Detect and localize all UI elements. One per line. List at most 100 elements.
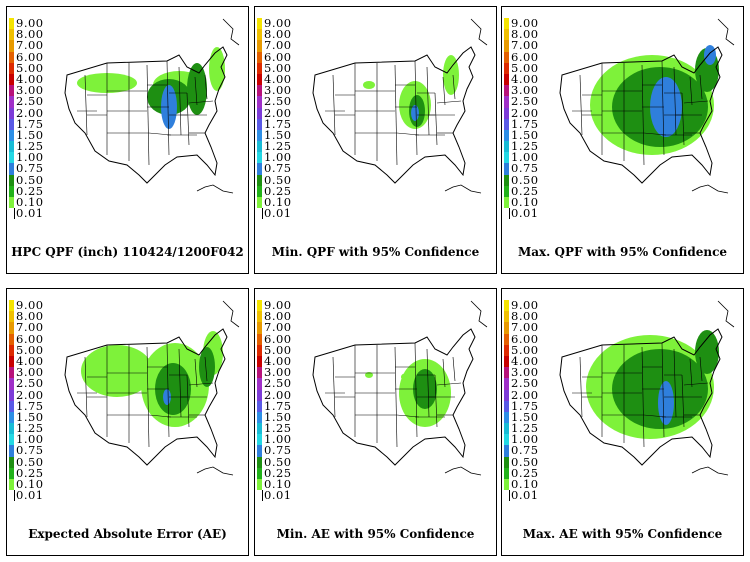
legend-label: 0.75 (511, 443, 539, 458)
legend-swatch (257, 456, 262, 468)
legend-label: 0.01 (16, 488, 44, 503)
legend-label: 1.75 (264, 116, 292, 131)
state-border (641, 346, 645, 448)
canada-coastline (717, 18, 735, 46)
state-border (442, 358, 446, 388)
legend-entry: 6.00 (9, 51, 59, 63)
legend-label: 7.00 (264, 38, 292, 53)
legend-entry: 2.00 (9, 387, 59, 402)
legend-entry: 1.75 (9, 118, 59, 130)
legend-entry: 3.00 (9, 366, 59, 379)
legend-swatch (9, 367, 14, 379)
color-legend: 9.00 8.00 7.00 6.00 5.00 4.00 3.00 2.50 2.00 1.75… (257, 298, 307, 502)
legend-swatch (9, 322, 14, 334)
legend-entry: 8.00 (504, 28, 554, 41)
precip-area-heavy (163, 389, 171, 405)
legend-label: 6.00 (264, 49, 292, 64)
legend-label: 6.00 (511, 331, 539, 346)
legend-entry: 5.00 (504, 62, 554, 74)
state-border (166, 60, 170, 156)
legend-entry: 0.25 (504, 185, 554, 197)
legend-swatch (504, 118, 509, 130)
state-border (452, 356, 456, 382)
legend-label: 2.50 (264, 376, 292, 391)
legend-swatch (257, 18, 262, 30)
legend-label: 0.25 (511, 465, 539, 480)
legend-swatch (257, 40, 262, 52)
legend-swatch (257, 208, 263, 220)
precip-area-moderate (695, 330, 719, 374)
legend-swatch (257, 174, 262, 186)
precip-area-heavy (411, 105, 419, 121)
legend-label: 8.00 (264, 309, 292, 324)
legend-entry: 1.50 (257, 129, 307, 142)
legend-swatch (504, 378, 509, 390)
state-border (178, 348, 182, 418)
state-border (434, 374, 438, 428)
legend-swatch (504, 456, 509, 468)
state-border (643, 414, 667, 418)
state-border (689, 358, 693, 388)
state-border (84, 74, 88, 136)
precip-area-heavy (658, 381, 674, 425)
legend-entry: 3.00 (504, 84, 554, 97)
legend-entry: 9.00 (504, 299, 554, 312)
legend-label: 0.10 (511, 477, 539, 491)
legend-label: 2.50 (16, 376, 44, 391)
legend-entry: 7.00 (504, 38, 554, 53)
precip-map (64, 18, 240, 194)
panel-max-ae: 9.00 8.00 7.00 6.00 5.00 4.00 3.00 2.50 2.00 1.75… (501, 288, 744, 556)
legend-label: 0.10 (264, 477, 292, 491)
legend-entry: 1.00 (257, 151, 307, 164)
state-border (426, 348, 430, 418)
legend-label: 9.00 (264, 298, 292, 312)
state-border (186, 374, 190, 428)
legend-label: 2.50 (511, 94, 539, 109)
color-legend: 9.00 8.00 7.00 6.00 5.00 4.00 3.00 2.50 2.00 1.75… (257, 17, 307, 220)
state-border (683, 100, 709, 104)
legend-swatch (257, 344, 262, 356)
legend-entry: 5.00 (257, 344, 307, 356)
legend-swatch (257, 322, 262, 334)
legend-label: 9.00 (16, 16, 44, 30)
legend-label: 2.00 (16, 387, 44, 402)
legend-entry: 2.00 (504, 107, 554, 119)
legend-label: 0.10 (264, 195, 292, 209)
legend-entry: 1.50 (504, 411, 554, 424)
legend-entry: 2.00 (9, 105, 59, 120)
legend-label: 0.25 (264, 183, 292, 198)
legend-label: 7.00 (16, 38, 44, 53)
legend-entry: 0.75 (504, 443, 554, 458)
legend-label: 1.50 (16, 409, 44, 424)
country-outline (559, 46, 723, 184)
legend-swatch (504, 389, 509, 401)
legend-entry: 4.00 (504, 73, 554, 86)
panel-max-qpf: 9.00 8.00 7.00 6.00 5.00 4.00 3.00 2.50 2.00 1.75… (501, 6, 744, 274)
legend-label: 2.00 (264, 105, 292, 120)
legend-label: 0.75 (264, 161, 292, 176)
panel-hpc-qpf: 9.00 8.00 7.00 6.00 5.00 4.00 3.00 2.50 2.00 1.75… (6, 6, 249, 274)
legend-swatch (257, 107, 262, 119)
state-border (681, 92, 685, 146)
legend-swatch (9, 355, 14, 368)
legend-swatch (9, 423, 14, 435)
legend-entry: 8.00 (9, 310, 59, 323)
legend-swatch (504, 311, 509, 323)
state-border (414, 342, 418, 438)
legend-label: 4.00 (16, 71, 44, 86)
legend-swatch (504, 367, 509, 379)
precip-map (559, 18, 735, 194)
state-border (332, 74, 336, 136)
legend-entry: 0.75 (257, 444, 307, 457)
legend-swatch (257, 197, 262, 209)
legend-label: 7.00 (511, 38, 539, 53)
legend-swatch (504, 129, 509, 142)
precip-area-moderate (413, 369, 437, 409)
legend-swatch (504, 29, 509, 41)
legend-label: 2.00 (16, 105, 44, 120)
country-outline (64, 328, 228, 466)
legend-label: 1.75 (511, 398, 539, 413)
precip-map (559, 300, 735, 476)
legend-label: 0.75 (16, 443, 44, 458)
legend-swatch (504, 208, 510, 220)
